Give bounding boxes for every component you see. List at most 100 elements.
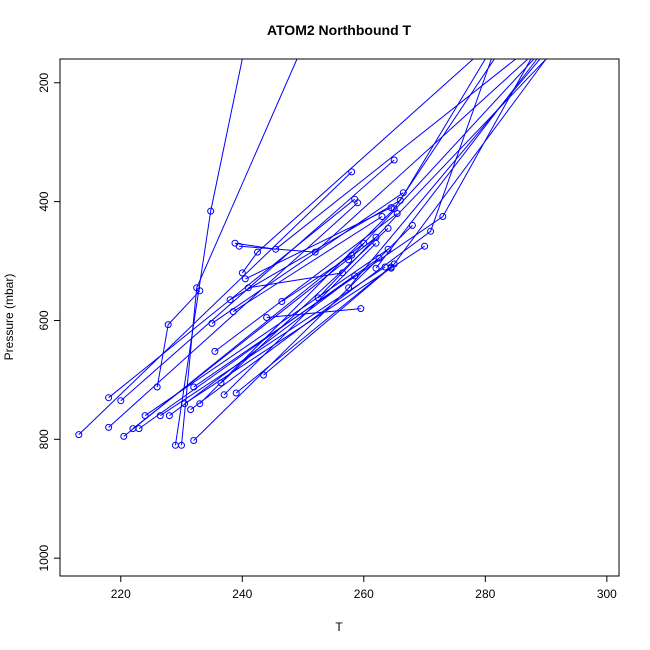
data-point <box>348 168 356 176</box>
data-point <box>190 383 198 391</box>
profile-line-17 <box>193 225 413 441</box>
profile-line-3 <box>108 202 359 428</box>
profile-line-36 <box>348 59 535 261</box>
data-point <box>193 284 201 292</box>
data-point <box>345 284 353 292</box>
data-point <box>117 397 125 405</box>
profile-line-30 <box>235 263 395 394</box>
data-point <box>357 305 365 313</box>
profile-line-38 <box>390 59 547 269</box>
y-axis: 200 400 600 800 1000 <box>37 72 60 572</box>
data-point <box>345 256 353 264</box>
data-point <box>190 437 198 444</box>
data-point <box>141 412 149 420</box>
data-point <box>187 406 195 414</box>
x-tick-label: 300 <box>597 587 617 601</box>
data-point <box>360 239 368 247</box>
data-point <box>387 264 395 272</box>
data-point <box>196 400 204 408</box>
data-point <box>235 242 243 250</box>
y-tick-label: 800 <box>37 429 51 449</box>
y-tick-label: 200 <box>37 72 51 92</box>
profile-line-8 <box>144 248 389 417</box>
data-point <box>220 391 228 399</box>
data-point <box>105 423 113 431</box>
data-point <box>390 156 398 164</box>
data-point <box>387 204 395 212</box>
data-point <box>105 394 113 402</box>
data-point <box>217 379 225 387</box>
profile-line-12 <box>174 59 243 446</box>
profile-line-31 <box>263 266 392 376</box>
data-point <box>165 412 173 420</box>
data-point <box>263 314 271 321</box>
x-tick-label: 240 <box>232 587 252 601</box>
profile-line-24 <box>232 216 383 313</box>
profile-line-22 <box>223 242 377 396</box>
data-point <box>314 294 322 302</box>
y-tick-label: 400 <box>37 191 51 211</box>
data-point <box>393 210 401 217</box>
x-tick-label: 220 <box>111 587 131 601</box>
data-point <box>207 207 215 215</box>
data-point <box>354 199 362 207</box>
data-point <box>351 272 359 280</box>
data-point <box>439 213 447 220</box>
profile-line-11 <box>169 275 356 416</box>
profile-line-16 <box>193 59 532 388</box>
data-point <box>427 227 435 235</box>
data-point <box>229 308 237 316</box>
data-point <box>254 248 261 256</box>
data-point <box>348 251 356 259</box>
x-tick-label: 260 <box>354 587 374 601</box>
x-axis-label: T <box>335 620 343 634</box>
data-point <box>278 298 286 305</box>
profile-line-32 <box>266 308 361 318</box>
data-point <box>178 441 185 449</box>
profile-line-35 <box>348 59 541 289</box>
profile-line-33 <box>281 254 352 302</box>
data-point <box>421 242 429 250</box>
data-point <box>164 321 172 329</box>
data-point <box>75 431 83 439</box>
profile-line-9 <box>156 290 201 388</box>
profile-line-20 <box>214 213 398 352</box>
plot-area <box>75 59 547 449</box>
plot-frame <box>59 58 620 577</box>
data-point <box>238 269 246 277</box>
x-axis: 220 240 260 280 300 <box>111 576 617 601</box>
profile-line-4 <box>120 159 395 402</box>
profile-line-10 <box>160 266 386 417</box>
y-tick-label: 600 <box>37 310 51 330</box>
data-point <box>120 432 128 440</box>
profile-line-15 <box>190 59 492 411</box>
profile-line-7 <box>138 257 380 430</box>
data-point <box>153 383 161 391</box>
profile-line-28 <box>245 207 392 280</box>
data-point <box>260 371 267 379</box>
data-point <box>372 264 380 272</box>
data-point <box>211 347 219 355</box>
profile-line-37 <box>375 59 538 269</box>
profile-line-27 <box>241 59 474 274</box>
data-point <box>181 400 189 408</box>
data-point <box>339 269 346 277</box>
data-point <box>226 296 234 304</box>
profile-line-1 <box>78 171 353 435</box>
profile-line-26 <box>239 59 529 253</box>
data-point <box>156 412 164 420</box>
data-point <box>135 425 143 433</box>
profile-line-19 <box>211 192 404 324</box>
chart-title: ATOM2 Northbound T <box>267 22 412 38</box>
profile-line-23 <box>229 59 486 301</box>
y-axis-label: Pressure (mbar) <box>2 274 16 361</box>
data-point <box>311 248 319 256</box>
data-point <box>241 275 249 283</box>
x-tick-label: 280 <box>475 587 495 601</box>
y-tick-label: 1000 <box>37 545 51 572</box>
profile-line-34 <box>317 59 547 299</box>
profile-line-29 <box>248 272 343 289</box>
profile-line-13 <box>181 59 298 446</box>
data-point <box>208 319 216 327</box>
